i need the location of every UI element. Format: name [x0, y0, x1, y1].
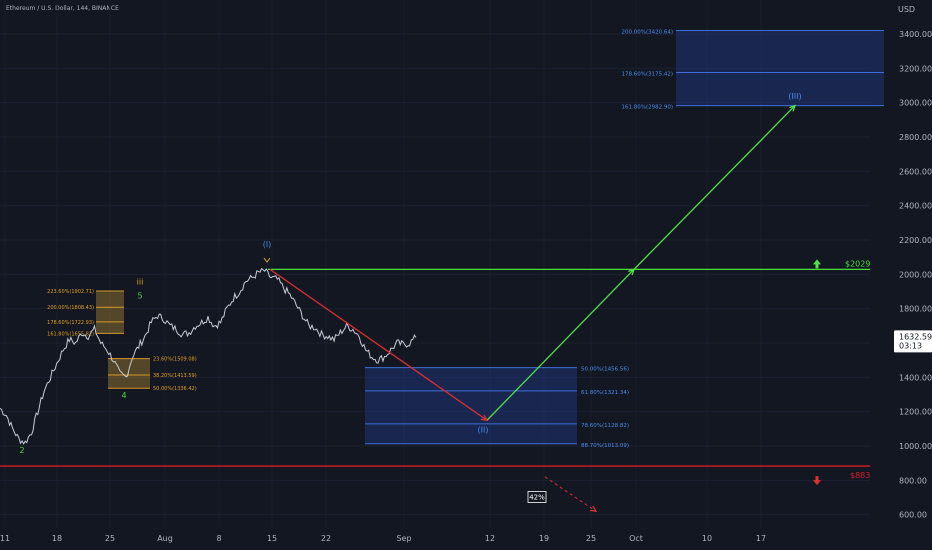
orange-fib-label: 38.20%(1413.59) [153, 373, 197, 379]
price-tick-label: 2400.00 [899, 202, 932, 211]
projection-arrowhead [789, 104, 797, 112]
countdown-value: 03:13 [899, 341, 922, 350]
time-tick-label: 8 [216, 534, 221, 543]
time-tick-label: 17 [756, 534, 766, 543]
price-tick-label: 2000.00 [899, 270, 932, 279]
time-tick-label: 18 [52, 534, 62, 543]
price-tick-label: 1200.00 [899, 408, 932, 417]
time-tick-label: 22 [321, 534, 331, 543]
time-tick-label: 10 [702, 534, 712, 543]
orange-fib-label: 161.80%(1655.82) [47, 331, 94, 337]
price-tick-label: 2800.00 [899, 133, 932, 142]
price-tick-label: 3000.00 [899, 99, 932, 108]
alternate-path-dashed [544, 476, 597, 512]
fib-label: 50.00%(1456.56) [581, 367, 629, 373]
price-tick-label: 1400.00 [899, 373, 932, 382]
last-price-badge [894, 330, 932, 353]
price-tick-label: 800.00 [899, 476, 927, 485]
orange-fib-label: 50.00%(1336.42) [153, 386, 197, 392]
chevron-down-icon [263, 257, 271, 263]
symbol-title: Ethereum / U.S. Dollar, 144, BINANCE [6, 5, 119, 12]
percent-badge: 42% [529, 494, 545, 502]
time-tick-label: Oct [629, 534, 643, 543]
support-level-label: $883 [850, 471, 870, 480]
price-tick-label: 2200.00 [899, 236, 932, 245]
time-tick-label: 12 [485, 534, 495, 543]
alternate-path-arrowhead [589, 505, 598, 513]
price-tick-label: 3400.00 [899, 30, 932, 39]
orange-zone-upper [96, 291, 124, 334]
last-price-value: 1632.59 [899, 332, 932, 341]
percent-badge-box [527, 491, 547, 503]
wave-label: iii [137, 278, 144, 287]
time-tick-label: 25 [586, 534, 596, 543]
time-tick-label: 25 [105, 534, 115, 543]
price-tick-label: 600.00 [899, 511, 927, 520]
time-tick-label: 15 [267, 534, 277, 543]
wave-label: (I) [263, 240, 272, 249]
fib-label: 88.70%(1013.09) [581, 443, 629, 449]
orange-fib-label: 200.00%(1808.43) [47, 305, 94, 311]
projection-segment [633, 105, 796, 270]
projection-arrowhead [480, 414, 489, 422]
wave-label: 5 [137, 291, 142, 300]
fib-label: 61.80%(1321.34) [581, 390, 629, 396]
price-tick-label: 1000.00 [899, 442, 932, 451]
fib-label: 78.60%(1128.82) [581, 423, 629, 429]
fib-zone-lower [365, 367, 577, 444]
orange-zone-lower [108, 358, 150, 389]
orange-fib-label: 223.60%(1902.71) [47, 289, 94, 295]
wave-label: 2 [19, 446, 24, 455]
wave-label: 4 [121, 391, 126, 400]
orange-fib-label: 23.60%(1509.08) [153, 357, 197, 363]
price-tick-label: 3200.00 [899, 64, 932, 73]
time-tick-label: Aug [157, 534, 173, 543]
projection-segment [269, 268, 488, 421]
time-tick-label: 11 [0, 534, 10, 543]
down-arrow-icon [813, 476, 821, 486]
up-arrow-icon [813, 259, 821, 269]
time-tick-label: Sep [396, 534, 411, 543]
projection-segment [486, 268, 635, 421]
orange-fib-label: 178.60%(1722.93) [47, 320, 94, 326]
time-tick-label: 19 [539, 534, 549, 543]
fib-label: 161.80%(2982.90) [621, 105, 673, 111]
fib-zone-upper [676, 30, 884, 106]
wave-label: (II) [478, 425, 489, 434]
projection-arrowhead [628, 268, 636, 276]
fib-label: 178.60%(3175.42) [621, 72, 673, 78]
resistance-level-label: $2029 [845, 259, 870, 268]
currency-label: USD [898, 5, 915, 14]
price-tick-label: 1800.00 [899, 305, 932, 314]
fib-label: 200.00%(3420.64) [621, 29, 673, 35]
wave-label: (III) [788, 92, 801, 101]
price-tick-label: 2600.00 [899, 167, 932, 176]
